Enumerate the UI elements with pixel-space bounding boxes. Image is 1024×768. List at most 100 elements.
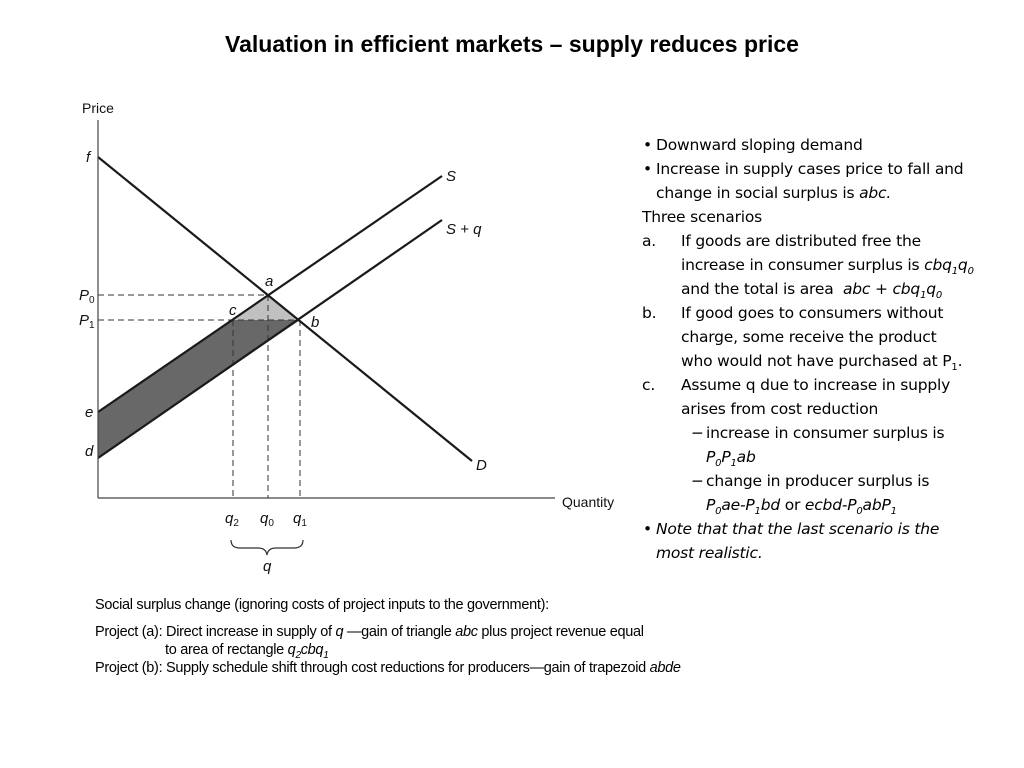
note-sub: 0 — [967, 266, 974, 278]
caption-text: cbq — [300, 642, 324, 658]
scenario-b-cont-2: who would not have purchased at P1. — [642, 349, 1014, 373]
note-sub: 1 — [754, 506, 761, 518]
note-bullet-3: Note that that the last scenario is the — [642, 517, 1014, 541]
q1-label: q1 — [293, 510, 307, 529]
scenario-c: c. Assume q due to increase in supply — [642, 373, 1014, 397]
supply-curve — [97, 175, 443, 413]
note-text: or — [779, 496, 805, 514]
q1-letter: q — [293, 510, 302, 527]
p0-subscript: 0 — [89, 295, 95, 306]
p1-label: P1 — [79, 312, 95, 331]
caption-text: plus project revenue equal — [477, 624, 644, 640]
q0-subscript: 0 — [268, 518, 274, 529]
note-italic: Note that that the last scenario is the — [656, 520, 940, 538]
note-text: ae-P — [721, 496, 755, 514]
note-text: change in social surplus is — [656, 184, 860, 202]
note-bullet-1: Downward sloping demand — [642, 133, 1014, 157]
note-text: . — [957, 352, 963, 370]
note-text: abc + cbq — [842, 280, 921, 298]
supply-shifted-curve — [97, 219, 443, 459]
caption-text: to area of rectangle — [165, 642, 288, 658]
note-sub: 1 — [920, 290, 927, 302]
note-italic: cbq1q0 — [924, 256, 974, 278]
caption-italic: q2cbq1 — [287, 642, 329, 661]
note-text: q — [926, 280, 936, 298]
p1-letter: P — [79, 312, 89, 329]
note-sub: 1 — [730, 458, 737, 470]
note-text: q — [957, 256, 968, 274]
note-sub: 1 — [890, 506, 897, 518]
q1-subscript: 1 — [301, 518, 307, 529]
note-text: Three scenarios — [642, 208, 763, 226]
note-text: who would not have purchased at P — [681, 352, 952, 370]
p0-label: P0 — [79, 287, 95, 306]
note-text: cbq — [924, 256, 952, 274]
caption-line-3: to area of rectangle q2cbq1 — [95, 641, 695, 661]
supply-curve-label: S — [446, 168, 456, 185]
caption-text: Project (b): Supply schedule shift throu… — [95, 660, 650, 676]
list-letter: b. — [642, 304, 657, 322]
note-text: change in producer surplus is — [706, 472, 930, 490]
caption-sub: 1 — [323, 649, 329, 661]
note-sub: 1 — [951, 266, 958, 278]
list-letter: a. — [642, 232, 657, 250]
q2-subscript: 2 — [233, 518, 239, 529]
q0-letter: q — [260, 510, 269, 527]
note-italic: abc + cbq1q0 — [842, 280, 943, 302]
note-sub: 0 — [856, 506, 863, 518]
caption-text: q — [287, 642, 296, 658]
demand-curve — [97, 156, 473, 462]
caption-line-2: Project (a): Direct increase in supply o… — [95, 623, 695, 641]
sub-item-consumer-surplus-cont: P0P1ab — [642, 445, 1014, 469]
note-text: If goods are distributed free the — [681, 232, 921, 250]
caption-text: —gain of triangle — [343, 624, 456, 640]
p1-subscript: 1 — [89, 320, 95, 331]
note-text: Assume q due to increase in supply — [681, 376, 951, 394]
trapezoid-abde — [98, 295, 300, 458]
figure-caption: Social surplus change (ignoring costs of… — [95, 596, 695, 677]
note-text: charge, some receive the product — [681, 328, 937, 346]
q0-label: q0 — [260, 510, 274, 529]
note-bullet-2: Increase in supply cases price to fall a… — [642, 157, 1014, 181]
triangle-abc — [233, 295, 300, 320]
note-sub: 1 — [951, 362, 958, 374]
note-bullet-2-cont: change in social surplus is abc. — [642, 181, 1014, 205]
q2-letter: q — [225, 510, 234, 527]
note-text: bd — [760, 496, 780, 514]
sub-item-producer-surplus-cont: P0ae-P1bd or ecbd-P0abP1 — [642, 493, 1014, 517]
supply-shifted-curve-label: S + q — [446, 221, 482, 238]
note-sub: 0 — [935, 290, 943, 302]
list-letter: c. — [642, 376, 656, 394]
scenario-a: a. If goods are distributed free the — [642, 229, 1014, 253]
note-text: P — [706, 496, 716, 514]
point-d-label: d — [85, 443, 94, 460]
scenario-b: b. If good goes to consumers without — [642, 301, 1014, 325]
note-text: arises from cost reduction — [681, 400, 879, 418]
scenario-a-cont-2: and the total is area abc + cbq1q0 — [642, 277, 1014, 301]
note-text: and the total is area — [681, 280, 843, 298]
caption-italic: abde — [649, 660, 681, 676]
q-brace-label: q — [263, 558, 272, 575]
note-text: increase in consumer surplus is — [706, 424, 945, 442]
notes-panel: Downward sloping demand Increase in supp… — [642, 133, 1014, 565]
note-text: P — [721, 448, 731, 466]
note-sub: 0 — [715, 506, 722, 518]
caption-italic: abc — [455, 624, 478, 640]
p0-letter: P — [79, 287, 89, 304]
point-a-label: a — [265, 273, 273, 290]
note-italic: abc. — [859, 184, 892, 202]
caption-line-4: Project (b): Supply schedule shift throu… — [95, 659, 695, 677]
caption-line-1: Social surplus change (ignoring costs of… — [95, 596, 695, 614]
dash-marker: − — [691, 472, 704, 490]
scenario-c-cont-1: arises from cost reduction — [642, 397, 1014, 421]
scenario-a-cont-1: increase in consumer surplus is cbq1q0 — [642, 253, 1014, 277]
point-e-label: e — [85, 404, 93, 421]
note-text: P — [706, 448, 716, 466]
scenario-b-cont-1: charge, some receive the product — [642, 325, 1014, 349]
point-c-label: c — [229, 302, 237, 319]
sub-item-consumer-surplus: − increase in consumer surplus is — [642, 421, 1014, 445]
note-italic: P0P1ab — [706, 448, 756, 470]
x-axis-label: Quantity — [562, 494, 614, 510]
note-text: increase in consumer surplus is — [681, 256, 925, 274]
